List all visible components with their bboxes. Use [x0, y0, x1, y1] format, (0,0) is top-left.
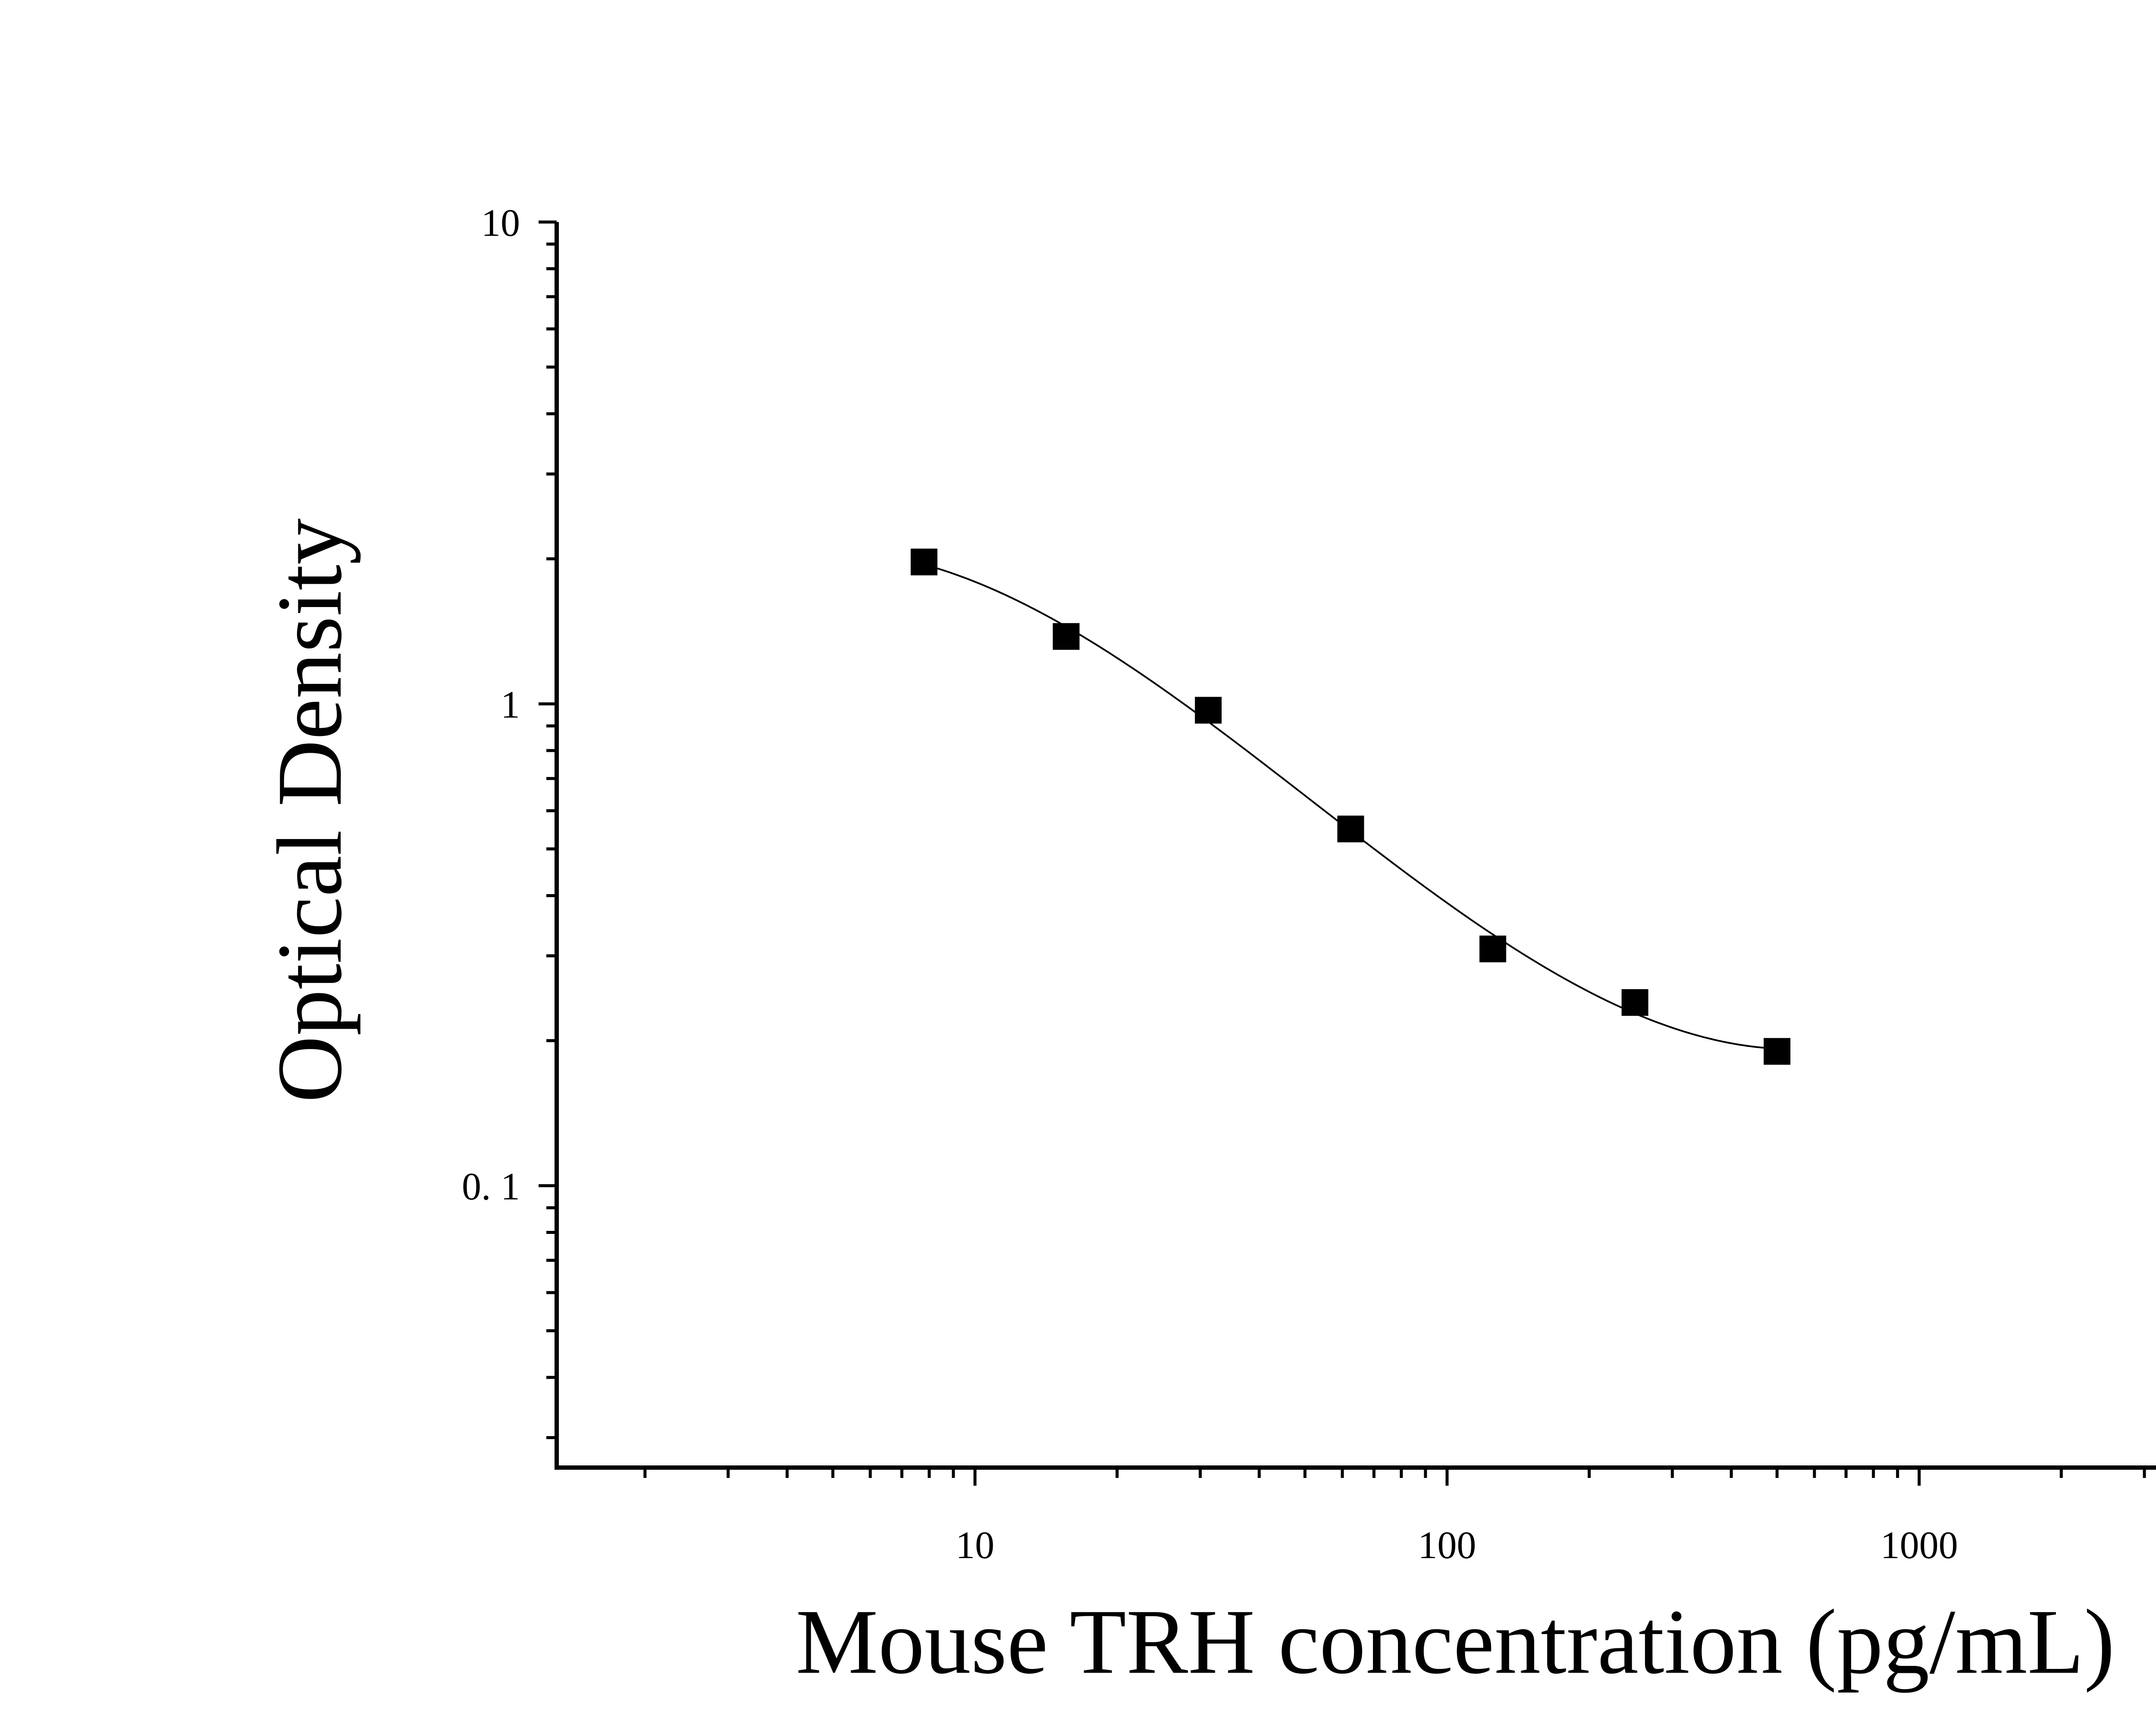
data-point — [1337, 815, 1364, 842]
y-tick-label: 1 — [501, 684, 520, 726]
y-axis-title: Optical Density — [258, 518, 361, 1102]
data-points — [910, 548, 1791, 1065]
axes — [555, 222, 2156, 1470]
data-point — [910, 548, 937, 576]
x-tick-label: 1000 — [1880, 1524, 1958, 1567]
data-point — [1195, 697, 1222, 724]
x-axis-title: Mouse TRH concentration (pg/mL) — [796, 1590, 2115, 1693]
fit-curve — [924, 563, 1777, 1050]
data-point — [1764, 1038, 1791, 1065]
data-point — [1053, 623, 1080, 650]
x-tick-label: 10 — [956, 1524, 994, 1567]
data-point — [1621, 989, 1648, 1016]
x-tick-label: 100 — [1418, 1524, 1476, 1567]
tick-marks — [539, 220, 2146, 1486]
tick-labels: 10 100 1000 0. 1 1 10 — [462, 202, 1958, 1567]
data-point — [1479, 936, 1507, 963]
y-tick-label: 0. 1 — [462, 1165, 520, 1208]
y-tick-label: 10 — [481, 202, 520, 244]
